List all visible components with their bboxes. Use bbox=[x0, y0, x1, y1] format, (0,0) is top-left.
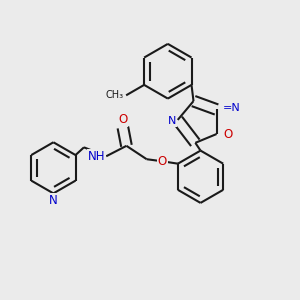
Text: N: N bbox=[49, 194, 58, 207]
Text: N: N bbox=[168, 116, 176, 126]
Text: CH₃: CH₃ bbox=[106, 90, 124, 100]
Text: NH: NH bbox=[88, 150, 105, 163]
Text: =N: =N bbox=[223, 103, 241, 113]
Text: O: O bbox=[223, 128, 232, 140]
Text: O: O bbox=[158, 155, 167, 168]
Text: O: O bbox=[118, 112, 128, 126]
